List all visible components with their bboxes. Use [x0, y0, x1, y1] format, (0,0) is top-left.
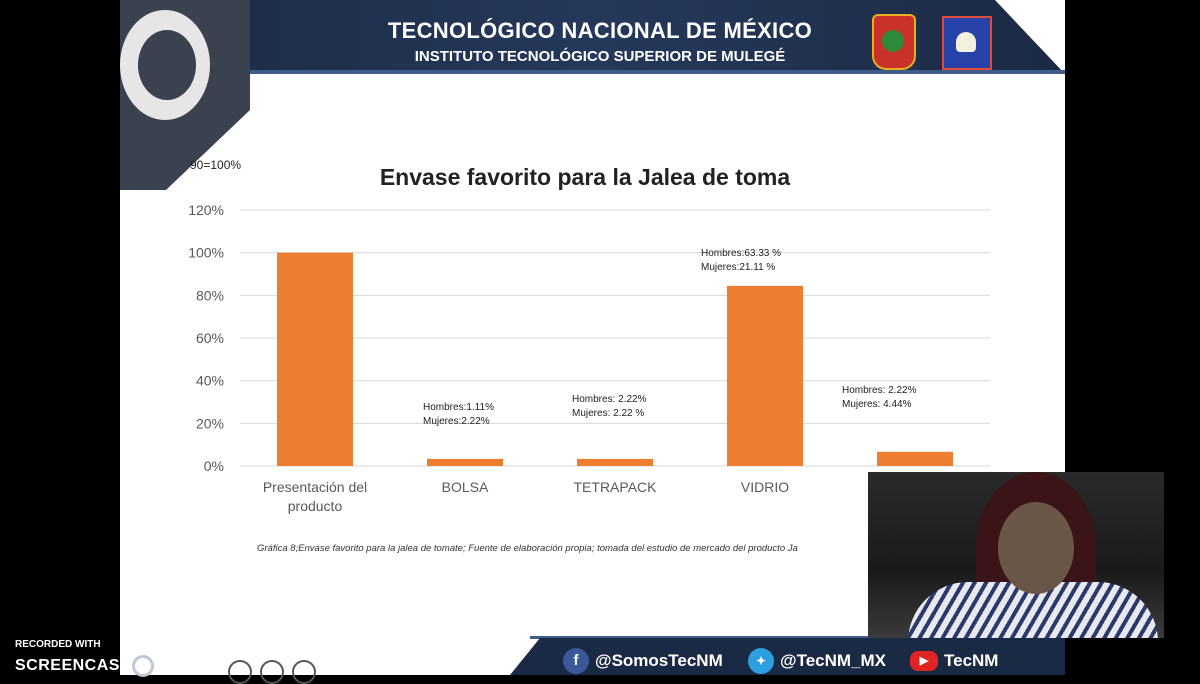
- state-shield-logo: [942, 16, 992, 70]
- x-tick-label: VIDRIO: [741, 479, 789, 495]
- data-annotation: Mujeres: 2.22 %: [572, 408, 644, 419]
- twitter-handle: @TecNM_MX: [780, 651, 887, 670]
- control-button-icon[interactable]: [228, 660, 252, 684]
- recorder-brand-left: SCREENCAST: [15, 657, 131, 675]
- header-subtitle: INSTITUTO TECNOLÓGICO SUPERIOR DE MULEGÉ: [414, 48, 786, 65]
- webcam-overlay: [868, 472, 1164, 638]
- chart-caption: Gráfica 8;Envase favorito para la jalea …: [257, 543, 798, 554]
- recorder-logo-icon: [132, 655, 155, 677]
- recorder-brand-right: MATIC: [156, 657, 209, 675]
- gear-emblem-center: [138, 30, 196, 100]
- bar: [427, 458, 503, 466]
- data-annotation: Hombres:63.33 %: [701, 248, 781, 259]
- x-tick-label: producto: [288, 498, 343, 514]
- social-footer: [510, 638, 1065, 675]
- y-tick-label: 0%: [204, 458, 224, 474]
- data-annotation: Mujeres: 4.44%: [842, 399, 912, 410]
- presentation-slide: TECNOLÓGICO NACIONAL DE MÉXICO INSTITUTO…: [120, 0, 1065, 675]
- institute-shield-logo: [872, 14, 916, 70]
- facebook-link[interactable]: @SomosTecNM: [563, 648, 723, 674]
- data-annotation: Hombres: 2.22%: [842, 385, 917, 396]
- y-tick-label: 120%: [188, 202, 224, 218]
- data-annotation: Mujeres:2.22%: [423, 416, 490, 427]
- bar: [727, 285, 803, 466]
- tecnm-gear-logo: [120, 0, 250, 190]
- y-tick-label: 80%: [196, 287, 224, 303]
- footer-line: [530, 636, 1065, 639]
- data-annotation: Mujeres:21.11 %: [701, 262, 775, 273]
- control-button-icon[interactable]: [292, 660, 316, 684]
- y-tick-label: 60%: [196, 330, 224, 346]
- facebook-icon: [563, 648, 589, 674]
- x-tick-label: BOLSA: [442, 479, 489, 495]
- youtube-handle: TecNM: [944, 651, 999, 670]
- recorder-brand: SCREENCAST MATIC: [15, 655, 208, 677]
- header-line: [250, 70, 1065, 74]
- twitter-icon: [748, 648, 774, 674]
- scale-note: 90=100%: [190, 158, 242, 172]
- bar: [877, 451, 953, 466]
- presenter-face: [998, 502, 1074, 594]
- data-annotation: Hombres:1.11%: [423, 402, 494, 413]
- header-title: TECNOLÓGICO NACIONAL DE MÉXICO: [387, 18, 813, 43]
- youtube-link[interactable]: TecNM: [910, 649, 998, 673]
- bar: [577, 458, 653, 466]
- bar-chart: 0% 20% 40% 60% 80% 100% 120% Presentación del pr…: [188, 202, 990, 514]
- y-tick-label: 100%: [188, 245, 224, 261]
- y-tick-label: 40%: [196, 373, 224, 389]
- player-controls: [228, 660, 316, 684]
- bar: [277, 252, 353, 466]
- youtube-icon: [910, 651, 938, 671]
- twitter-link[interactable]: @TecNM_MX: [748, 648, 887, 674]
- header-cut: [995, 0, 1065, 74]
- x-tick-label: TETRAPACK: [574, 479, 658, 495]
- x-tick-label: Presentación del: [263, 479, 367, 495]
- control-button-icon[interactable]: [260, 660, 284, 684]
- y-tick-label: 20%: [196, 415, 224, 431]
- recorder-label: RECORDED WITH: [15, 639, 101, 650]
- facebook-handle: @SomosTecNM: [595, 651, 723, 670]
- data-annotation: Hombres: 2.22%: [572, 394, 647, 405]
- chart-title: Envase favorito para la Jalea de toma: [379, 164, 791, 190]
